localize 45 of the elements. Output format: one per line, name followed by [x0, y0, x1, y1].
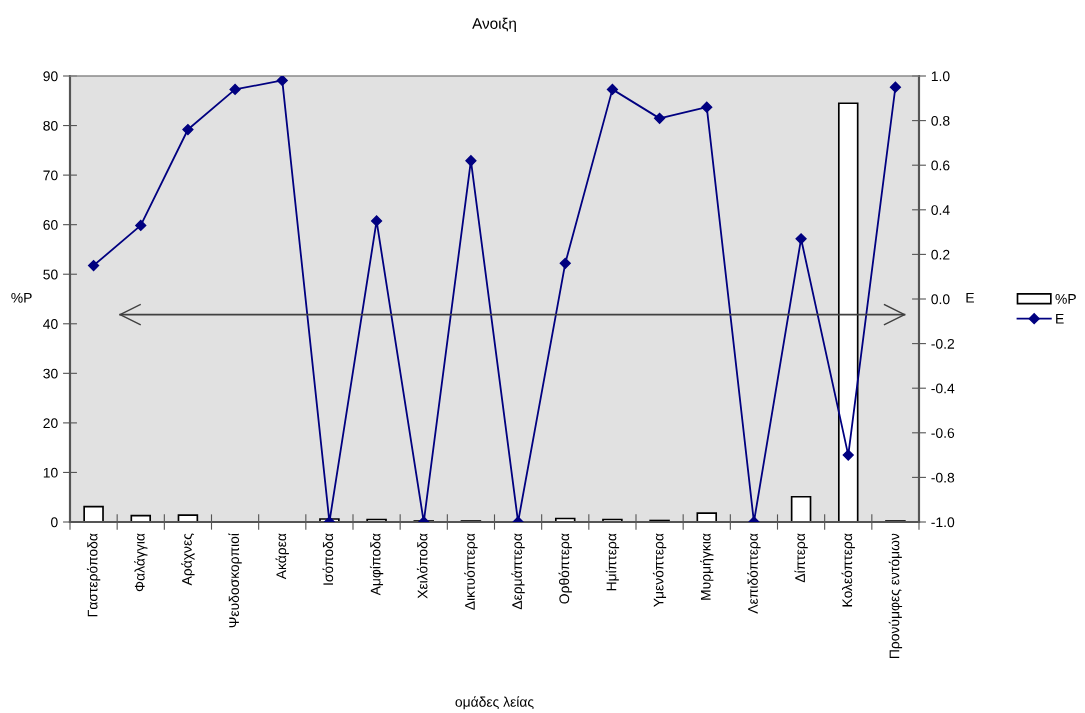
y-tick-label: 80: [43, 120, 58, 131]
y-tick-label: 30: [43, 368, 58, 379]
y2-tick-label: -0.4: [931, 383, 955, 394]
y2-axis-title: E: [966, 293, 974, 303]
y-tick-label: 10: [43, 467, 58, 478]
y2-tick-label: 0.6: [931, 160, 950, 171]
x-tick-label: Ισόποδα: [322, 533, 334, 585]
x-tick-label: Κολεόπτερα: [841, 533, 855, 607]
x-tick-label: Δίπτερα: [794, 533, 808, 583]
legend-label: E: [1056, 313, 1064, 324]
x-tick-label: Αράχνες: [181, 533, 195, 586]
y-tick-label: 70: [43, 170, 58, 181]
y-tick-label: 0: [51, 517, 58, 528]
chart-title: Ανοιξη: [472, 17, 516, 32]
x-tick-label: Δικτυόπτερα: [464, 533, 478, 610]
x-tick-label: Ορθόπτερα: [558, 533, 572, 604]
x-tick-label: Λεπιδόπτερα: [747, 533, 761, 614]
y2-tick-label: -1.0: [931, 517, 955, 528]
y2-tick-label: 0.0: [931, 294, 950, 305]
y-tick-label: 40: [43, 319, 58, 329]
y2-tick-label: -0.2: [931, 338, 955, 349]
y2-tick-label: 1.0: [931, 71, 950, 82]
y2-tick-label: -0.8: [931, 472, 955, 483]
x-tick-label: Γαστερόποδα: [86, 533, 101, 617]
x-tick-label: Ημίπτερα: [605, 533, 620, 591]
y-tick-label: 20: [43, 418, 58, 429]
y-tick-label: 60: [43, 220, 58, 230]
y-tick-label: 90: [43, 71, 58, 82]
x-tick-label: Προνύμφες εντόμων: [888, 533, 903, 659]
x-tick-label: Δερμάπτερα: [511, 533, 525, 610]
x-tick-label: Μυρμήγκια: [700, 533, 714, 600]
x-tick-label: Ακάρεα: [275, 533, 289, 580]
y2-tick-label: 0.4: [931, 205, 950, 215]
y2-tick-label: -0.6: [931, 428, 955, 438]
x-tick-label: Αμφίποδα: [369, 533, 384, 596]
y-tick-label: 50: [43, 269, 58, 280]
y-axis-title: %P: [11, 292, 32, 303]
y2-tick-label: 0.8: [931, 115, 950, 126]
y2-tick-label: 0.2: [931, 249, 950, 260]
x-tick-label: Φαλάγγια: [134, 533, 148, 592]
x-axis-title: ομάδες λείας: [455, 696, 534, 710]
x-tick-label: Υμενόπτερα: [652, 533, 667, 607]
x-tick-label: Ψευδοσκορπιοί: [228, 533, 242, 628]
legend-label: %P: [1055, 294, 1076, 304]
x-tick-label: Χειλόποδα: [416, 533, 428, 599]
